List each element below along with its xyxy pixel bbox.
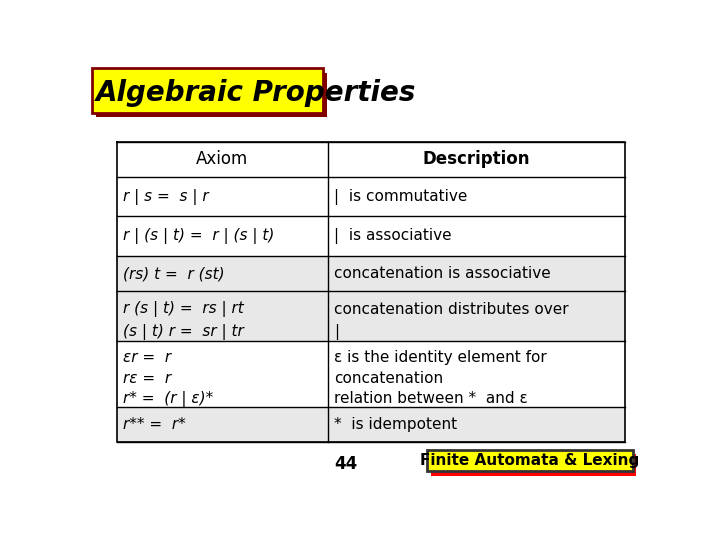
- Text: ε is the identity element for: ε is the identity element for: [334, 350, 546, 365]
- Bar: [117, 407, 625, 442]
- Text: Axiom: Axiom: [197, 150, 248, 168]
- Bar: [427, 450, 632, 471]
- Text: r* =  (r | ε)*: r* = (r | ε)*: [123, 391, 214, 407]
- Text: |  is commutative: | is commutative: [334, 188, 467, 205]
- Text: concatenation is associative: concatenation is associative: [334, 266, 551, 281]
- Bar: [96, 72, 327, 117]
- Bar: [117, 291, 625, 341]
- Bar: [117, 256, 625, 291]
- Text: εr =  r: εr = r: [123, 350, 171, 365]
- Text: |  is associative: | is associative: [334, 228, 451, 245]
- Bar: [431, 455, 636, 476]
- Text: (s | t) r =  sr | tr: (s | t) r = sr | tr: [123, 324, 244, 340]
- Text: Description: Description: [423, 150, 530, 168]
- Text: r | (s | t) =  r | (s | t): r | (s | t) = r | (s | t): [123, 228, 275, 245]
- Text: relation between *  and ε: relation between * and ε: [334, 392, 528, 407]
- Text: Finite Automata & Lexing: Finite Automata & Lexing: [420, 453, 639, 468]
- Text: r (s | t) =  rs | rt: r (s | t) = rs | rt: [123, 301, 244, 317]
- Text: 44: 44: [334, 455, 357, 472]
- Text: r | s =  s | r: r | s = s | r: [123, 188, 209, 205]
- Text: (rs) t =  r (st): (rs) t = r (st): [123, 266, 225, 281]
- Text: rε =  r: rε = r: [123, 371, 171, 386]
- Text: concatenation: concatenation: [334, 371, 443, 386]
- Bar: [92, 68, 323, 112]
- Text: |: |: [334, 324, 339, 340]
- Text: concatenation distributes over: concatenation distributes over: [334, 302, 569, 317]
- Text: r** =  r*: r** = r*: [123, 417, 186, 432]
- Text: Algebraic Properties: Algebraic Properties: [96, 78, 417, 106]
- Text: *  is idempotent: * is idempotent: [334, 417, 457, 432]
